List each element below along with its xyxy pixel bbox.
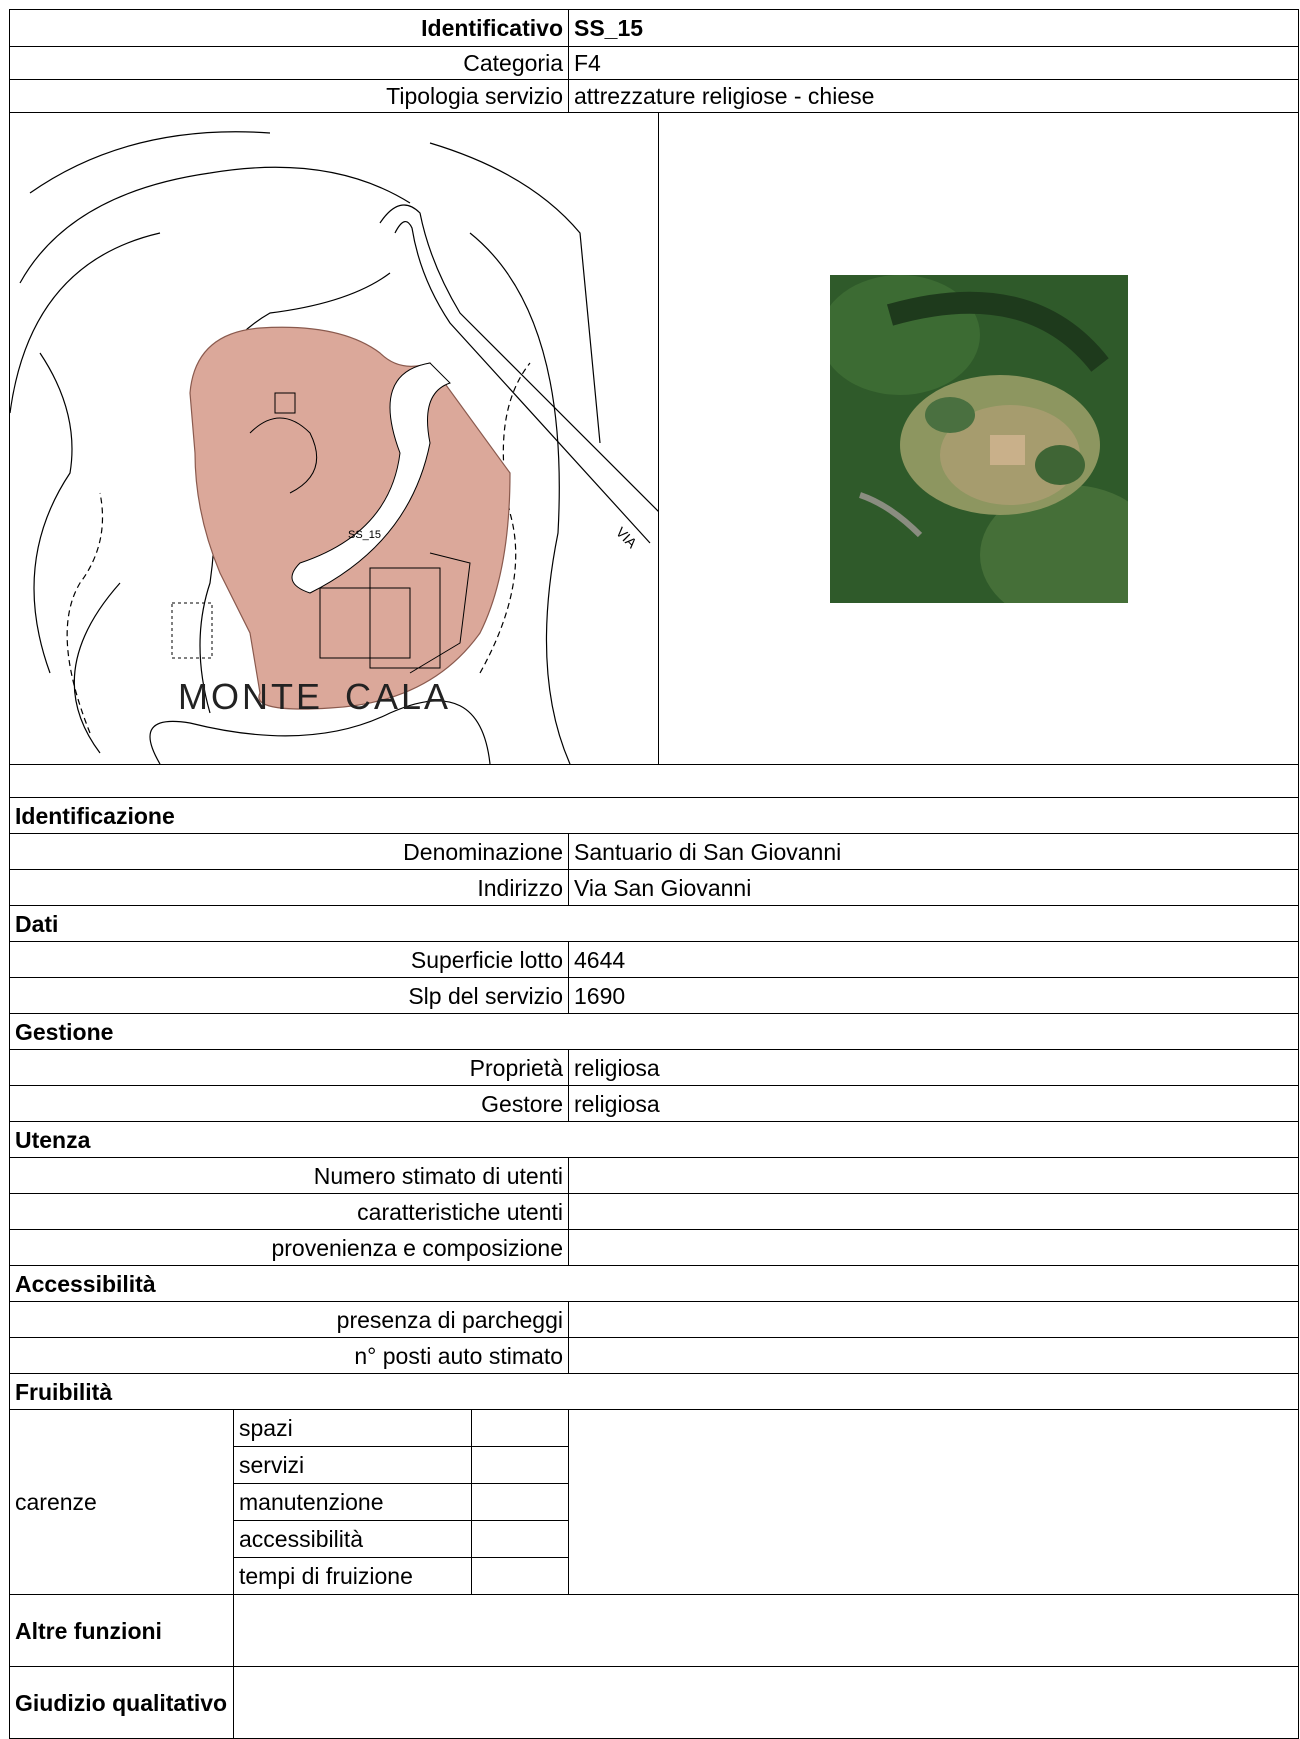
field-value: 4644 — [568, 941, 1299, 978]
footer-label: Altre funzioni — [9, 1594, 234, 1667]
row: SS_15 MONTE CALA VIA — [9, 112, 1299, 765]
row: Identificazione — [9, 797, 1299, 834]
field-label: Superficie lotto — [9, 941, 569, 978]
cadastral-map: SS_15 MONTE CALA VIA — [10, 131, 658, 764]
place-label: CALA — [345, 676, 451, 717]
field-label: Numero stimato di utenti — [9, 1157, 569, 1194]
item-label: manutenzione — [233, 1483, 472, 1521]
field-value: religiosa — [568, 1085, 1299, 1122]
section-title: Accessibilità — [9, 1265, 1299, 1302]
field-label: presenza di parcheggi — [9, 1301, 569, 1338]
section-title: Identificazione — [9, 797, 1299, 834]
row: Denominazione Santuario di San Giovanni — [9, 833, 1299, 870]
row: Numero stimato di utenti — [9, 1157, 1299, 1194]
row: Giudizio qualitativo — [9, 1666, 1299, 1739]
field-value: 1690 — [568, 977, 1299, 1014]
section-title: Gestione — [9, 1013, 1299, 1050]
footer-value — [233, 1666, 1299, 1739]
form-table: Identificativo SS_15 Categoria F4 Tipologia … — [9, 9, 1299, 1739]
item-check — [471, 1446, 569, 1484]
row: caratteristiche utenti — [9, 1193, 1299, 1230]
field-label: provenienza e composizione — [9, 1229, 569, 1266]
row: Categoria F4 — [9, 46, 1299, 80]
group-label: carenze — [9, 1409, 234, 1595]
row: Superficie lotto 4644 — [9, 941, 1299, 978]
field-label: Tipologia servizio — [9, 79, 569, 113]
row: Utenza — [9, 1121, 1299, 1158]
field-label: Gestore — [9, 1085, 569, 1122]
field-value — [568, 1229, 1299, 1266]
row: Altre funzioni — [9, 1594, 1299, 1667]
row: Proprietà religiosa — [9, 1049, 1299, 1086]
row: Dati — [9, 905, 1299, 942]
aerial-photo — [819, 274, 1160, 625]
row: n° posti auto stimato — [9, 1337, 1299, 1374]
row: Fruibilità — [9, 1373, 1299, 1410]
row: Accessibilità — [9, 1265, 1299, 1302]
field-label: n° posti auto stimato — [9, 1337, 569, 1374]
item-notes — [568, 1409, 1299, 1595]
row: Gestione — [9, 1013, 1299, 1050]
field-value — [568, 1337, 1299, 1374]
place-label: MONTE — [178, 676, 323, 717]
item-label: servizi — [233, 1446, 472, 1484]
item-label: accessibilità — [233, 1520, 472, 1558]
item-check — [471, 1520, 569, 1558]
row: carenze spazi — [9, 1409, 1299, 1595]
field-value: attrezzature religiose - chiese — [568, 79, 1299, 113]
item-check — [471, 1409, 569, 1447]
field-value: F4 — [568, 46, 1299, 80]
section-title: Utenza — [9, 1121, 1299, 1158]
row — [9, 764, 1299, 798]
map-cell: SS_15 MONTE CALA VIA — [9, 112, 659, 765]
field-label: Identificativo — [9, 9, 569, 47]
lot-label: SS_15 — [348, 529, 381, 541]
row: Gestore religiosa — [9, 1085, 1299, 1122]
field-label: caratteristiche utenti — [9, 1193, 569, 1230]
field-label: Slp del servizio — [9, 977, 569, 1014]
item-label: tempi di fruizione — [233, 1557, 472, 1595]
field-label: Proprietà — [9, 1049, 569, 1086]
item-check — [471, 1483, 569, 1521]
field-value — [568, 1193, 1299, 1230]
row: Indirizzo Via San Giovanni — [9, 869, 1299, 906]
field-label: Categoria — [9, 46, 569, 80]
row: tempi di fruizione — [10, 1557, 1299, 1595]
footer-label: Giudizio qualitativo — [9, 1666, 234, 1739]
row: manutenzione — [10, 1483, 1299, 1521]
row: Slp del servizio 1690 — [9, 977, 1299, 1014]
spacer — [9, 764, 1299, 798]
field-value: SS_15 — [568, 9, 1299, 47]
item-check — [471, 1557, 569, 1595]
field-label: Indirizzo — [9, 869, 569, 906]
row: presenza di parcheggi — [9, 1301, 1299, 1338]
field-value: Santuario di San Giovanni — [568, 833, 1299, 870]
section-title: Dati — [9, 905, 1299, 942]
photo-cell — [658, 112, 1299, 765]
row: Tipologia servizio attrezzature religiose… — [9, 79, 1299, 113]
field-label: Denominazione — [9, 833, 569, 870]
row: Identificativo SS_15 — [9, 9, 1299, 47]
row: provenienza e composizione — [9, 1229, 1299, 1266]
field-value — [568, 1301, 1299, 1338]
field-value: Via San Giovanni — [568, 869, 1299, 906]
footer-value — [233, 1594, 1299, 1667]
field-value — [568, 1157, 1299, 1194]
item-label: spazi — [233, 1409, 472, 1447]
section-title: Fruibilità — [9, 1373, 1299, 1410]
field-value: religiosa — [568, 1049, 1299, 1086]
